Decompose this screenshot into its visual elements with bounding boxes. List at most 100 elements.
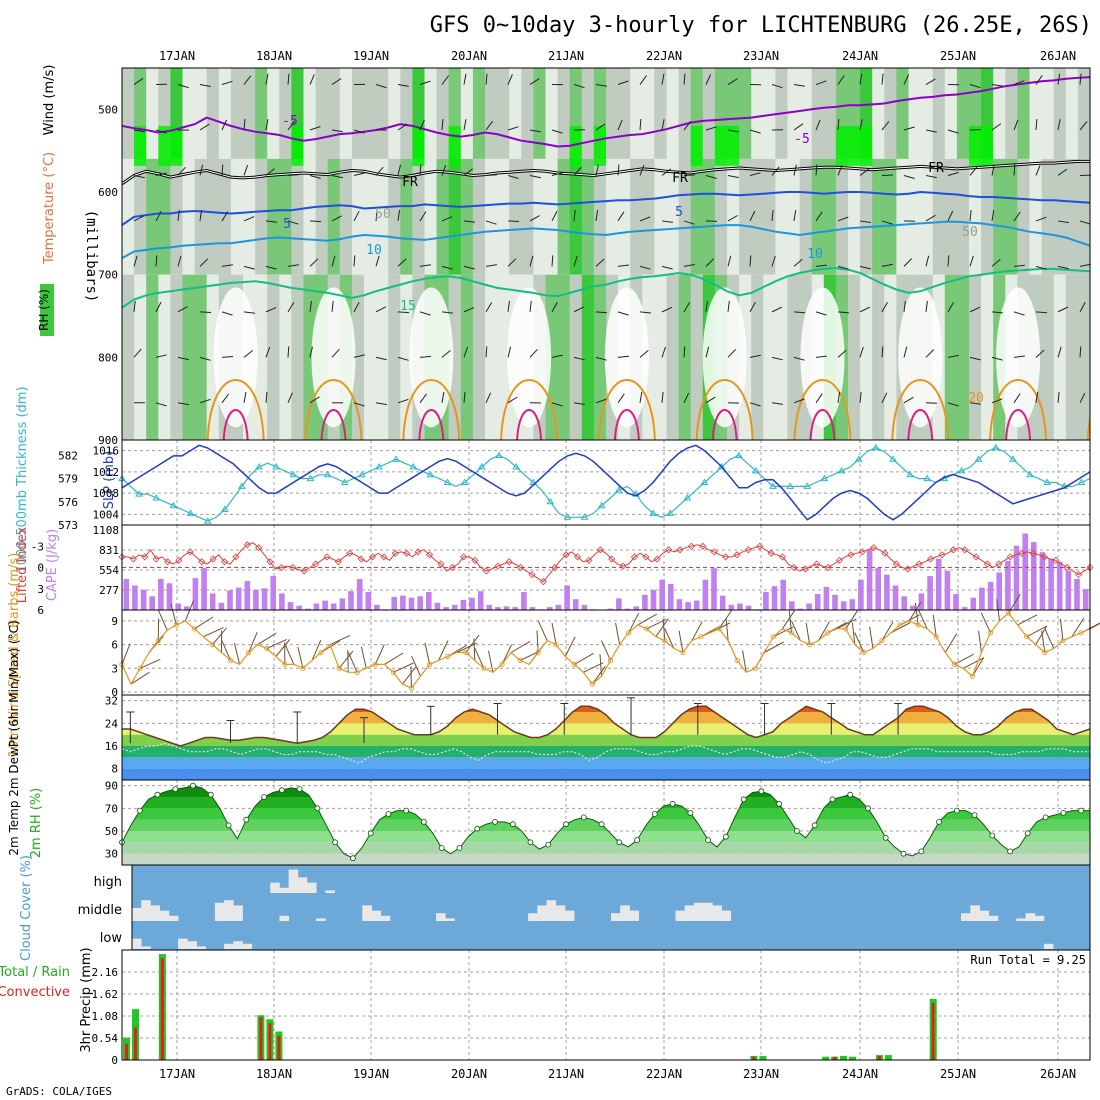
rh-cell [642, 68, 656, 159]
upper-wind-barb [419, 355, 432, 358]
rh-cell-high [134, 125, 148, 166]
wind10-barb-99 [1017, 614, 1038, 626]
upper-wind-barb [837, 118, 840, 131]
thickness-point-6 [169, 501, 178, 509]
upper-wind-barb [749, 129, 761, 134]
wind10-point-14 [246, 649, 252, 656]
contour-label: 10 [807, 247, 823, 262]
upper-wind-barb [1035, 216, 1047, 222]
lifted-point-32 [300, 567, 308, 575]
upper-wind-barb [287, 392, 293, 403]
upper-wind-barb [243, 311, 255, 314]
upper-wind-barb [177, 356, 189, 361]
slp-ylabel: SLP (mb) [102, 451, 117, 510]
rh-cell [956, 274, 970, 440]
rh-cell [969, 274, 983, 440]
ytick-temp-1: 16 [105, 740, 118, 753]
upper-wind-barb [331, 215, 342, 222]
cape-bar-78 [797, 608, 804, 610]
thickness-point-50 [546, 497, 555, 505]
cape-bar-34 [417, 596, 423, 610]
lifted-point-168 [1075, 571, 1083, 579]
cloud-middle-bar-43 [528, 913, 538, 921]
upper-wind-barb [925, 255, 930, 267]
cloud-middle-bar-54 [629, 910, 639, 921]
lifted-point-56 [437, 560, 445, 568]
upper-wind-barb [595, 164, 599, 176]
upper-wind-barb [705, 126, 717, 131]
cape-bar-86 [866, 549, 873, 610]
cape-bar-79 [806, 603, 812, 610]
cape-bar-85 [858, 579, 864, 610]
rh-cell [956, 68, 970, 159]
wind10-barb-39 [473, 638, 476, 661]
upper-wind-barb [617, 119, 623, 131]
upper-wind-barb [1079, 121, 1088, 131]
lifted-point-66 [494, 562, 502, 570]
upper-wind-barb [265, 73, 269, 85]
bl-plume [702, 287, 747, 428]
lifted-point-30 [289, 563, 297, 572]
cape-bar-15 [253, 589, 259, 610]
upper-wind-barb [155, 354, 167, 358]
upper-wind-barb [441, 350, 451, 358]
lifted-point-16 [209, 555, 217, 563]
upper-wind-barb [485, 220, 497, 225]
thickness-point-12 [220, 505, 229, 512]
wind10-barb-90 [932, 614, 937, 637]
cape-bar-37 [443, 607, 449, 610]
ytick-lifted-2: 3 [37, 583, 44, 596]
rh2m-point-42 [492, 819, 498, 825]
cape-bar-39 [460, 599, 467, 610]
lifted-point-108 [733, 551, 741, 559]
cloud-middle-bar-0 [132, 908, 142, 921]
ytick-rh2m-2: 70 [105, 802, 118, 815]
rh-cell [956, 158, 970, 275]
precip-conv-bar-16 [268, 1023, 272, 1060]
rh-cell [218, 158, 232, 275]
rh2m-point-86 [882, 834, 889, 841]
cape-bar-8 [192, 578, 199, 610]
wind10-barb-14 [248, 632, 258, 653]
rh-cell [533, 158, 547, 275]
ytick-temp-0: 8 [111, 763, 118, 776]
upper-wind-barb [265, 391, 268, 403]
upper-wind-barb [155, 210, 162, 222]
upper-wind-barb [1035, 165, 1041, 176]
rh-area-group [122, 785, 1090, 865]
rh2m-point-108 [1078, 807, 1084, 814]
rh-cell [884, 68, 898, 159]
rh-cell [218, 68, 232, 159]
upper-wind-barb [529, 300, 532, 312]
rh-cell [339, 68, 353, 159]
cape-bar-5 [166, 583, 173, 610]
rh2m-point-56 [616, 839, 623, 846]
legend-temperature: Temperature (°C) [42, 152, 57, 265]
isotherm-20-loop [402, 379, 461, 440]
rh2m-point-70 [740, 796, 747, 803]
wind10-barb-41 [488, 650, 494, 673]
upper-wind-barb [1035, 391, 1039, 403]
rh-cell [472, 274, 486, 440]
cloud-middle-bar-62 [703, 902, 713, 921]
rh-cell [569, 158, 583, 275]
lifted-point-124 [824, 563, 832, 572]
cloud-low-bar-7 [196, 946, 207, 949]
lifted-point-6 [152, 555, 160, 563]
lifted-point-126 [835, 556, 844, 564]
wind10-point-90 [933, 634, 939, 640]
thickness-point-104 [1009, 455, 1017, 462]
cape-bar-74 [763, 591, 769, 610]
upper-wind-barb [793, 356, 805, 361]
lifted-point-162 [1040, 553, 1048, 561]
wind10-barb-52 [591, 666, 606, 685]
isotherm-15 [122, 267, 1090, 309]
thickness-point-32 [392, 455, 400, 462]
rh-cell [993, 158, 1007, 275]
bl-plume [409, 287, 454, 428]
upper-wind-barb [639, 265, 651, 270]
cloud-middle-bar-10 [224, 900, 234, 921]
upper-wind-barb [419, 393, 427, 404]
cape-bar-47 [529, 607, 536, 610]
rh-cell [1041, 68, 1055, 159]
